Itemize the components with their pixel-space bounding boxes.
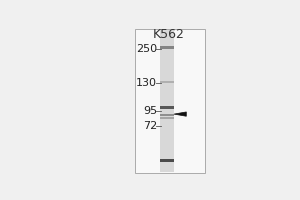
Bar [160, 30, 173, 172]
Bar [160, 114, 173, 116]
Text: 72: 72 [143, 121, 157, 131]
Bar [160, 46, 173, 49]
Bar [160, 81, 173, 83]
Text: 130: 130 [136, 78, 157, 88]
Text: K562: K562 [153, 28, 185, 41]
Bar [160, 117, 173, 119]
Text: 95: 95 [143, 106, 157, 116]
Bar [135, 29, 205, 173]
Text: 250: 250 [136, 44, 157, 54]
Bar [160, 159, 173, 162]
Polygon shape [174, 112, 186, 116]
Bar [160, 106, 173, 109]
